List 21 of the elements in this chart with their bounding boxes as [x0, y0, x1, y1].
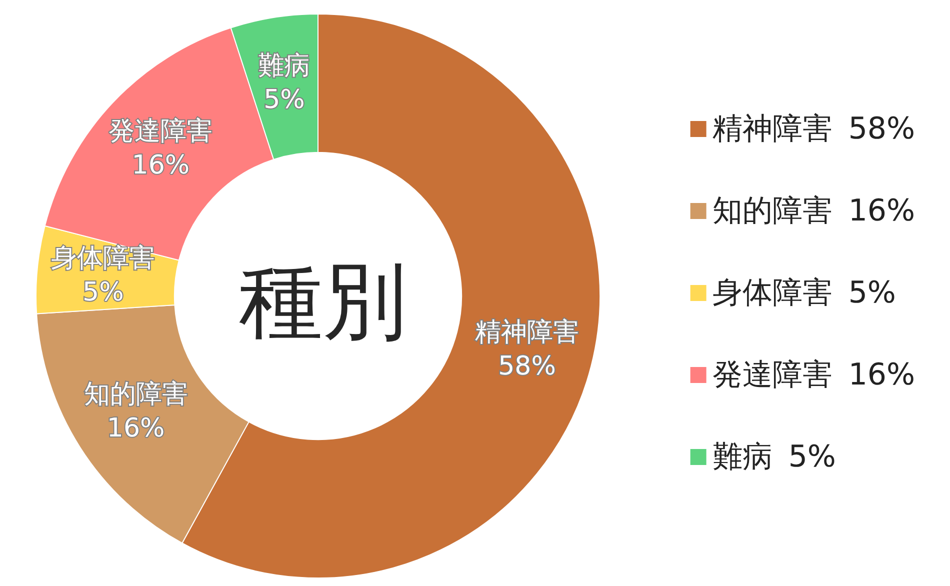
data-label: 5%	[82, 278, 124, 308]
slice-label: 精神障害	[475, 318, 580, 348]
text: 16%	[848, 358, 916, 392]
slice-label: 身体障害	[51, 244, 156, 274]
text: 5%	[848, 276, 896, 310]
legend-label: 難病	[712, 440, 772, 474]
legend-label: 身体障害	[712, 276, 832, 310]
legend-label: 精神障害	[712, 112, 832, 146]
legend-label: 知的障害	[712, 194, 832, 228]
slice-label: 発達障害	[108, 116, 213, 146]
data-label: 58%	[498, 352, 556, 382]
data-label: 5%	[264, 84, 305, 115]
text: 16%	[848, 194, 916, 228]
text: 5%	[788, 440, 836, 474]
text: 58%	[848, 112, 916, 146]
slice-label: 難病	[258, 50, 310, 81]
text: 種別	[239, 252, 407, 350]
data-label: 16%	[132, 150, 190, 180]
slice-label: 知的障害	[84, 380, 188, 410]
legend-label: 発達障害	[712, 358, 832, 392]
data-label: 16%	[106, 414, 165, 444]
